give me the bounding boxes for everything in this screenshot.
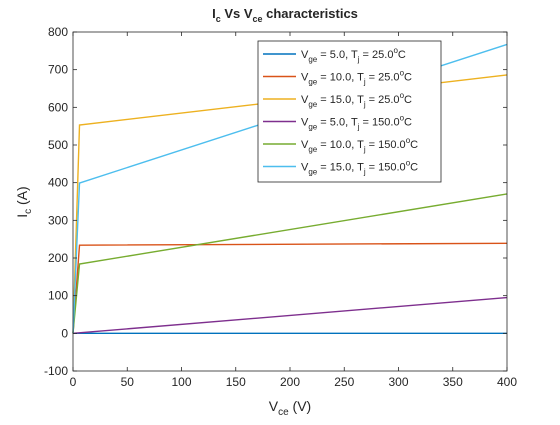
y-tick-label: 700: [48, 63, 68, 77]
x-tick-label: 150: [226, 375, 246, 389]
y-tick-label: 200: [48, 251, 68, 265]
x-tick-label: 0: [70, 375, 77, 389]
y-tick-label: 500: [48, 138, 68, 152]
y-tick-label: 100: [48, 289, 68, 303]
y-tick-label: 0: [61, 326, 68, 340]
x-axis-label: Vce (V): [269, 398, 311, 418]
legend-label-2: Vge = 10.0, Tj = 25.0oC: [301, 69, 412, 87]
chart-title: Ic Vs Vce characteristics: [212, 6, 358, 24]
legend: Vge = 5.0, Tj = 25.0oC Vge = 10.0, Tj = 2…: [257, 40, 442, 183]
legend-label-4: Vge = 5.0, Tj = 150.0oC: [301, 114, 412, 132]
x-tick-label: 100: [171, 375, 191, 389]
series-line-5: [72, 193, 508, 334]
y-tick-label: 800: [48, 25, 68, 39]
y-axis-label: Ic (A): [14, 186, 34, 217]
legend-label-5: Vge = 10.0, Tj = 150.0oC: [301, 136, 418, 154]
axes-layer: 0 50 100 150 200 250 300 350 400-100010020030040…: [44, 25, 517, 389]
x-tick-label: 200: [280, 375, 300, 389]
series-line-4: [72, 296, 508, 335]
x-tick-label: 50: [121, 375, 135, 389]
legend-label-1: Vge = 5.0, Tj = 25.0oC: [301, 46, 406, 64]
y-tick-label: 400: [48, 176, 68, 190]
legend-box: [257, 40, 442, 183]
legend-label-3: Vge = 15.0, Tj = 25.0oC: [301, 91, 412, 109]
y-tick-label: 300: [48, 213, 68, 227]
x-tick-label: 300: [388, 375, 408, 389]
legend-label-6: Vge = 15.0, Tj = 150.0oC: [301, 159, 418, 177]
x-tick-label: 250: [334, 375, 354, 389]
y-tick-label: 600: [48, 100, 68, 114]
x-tick-label: 400: [497, 375, 517, 389]
x-tick-label: 350: [443, 375, 463, 389]
y-tick-label: -100: [44, 364, 68, 378]
